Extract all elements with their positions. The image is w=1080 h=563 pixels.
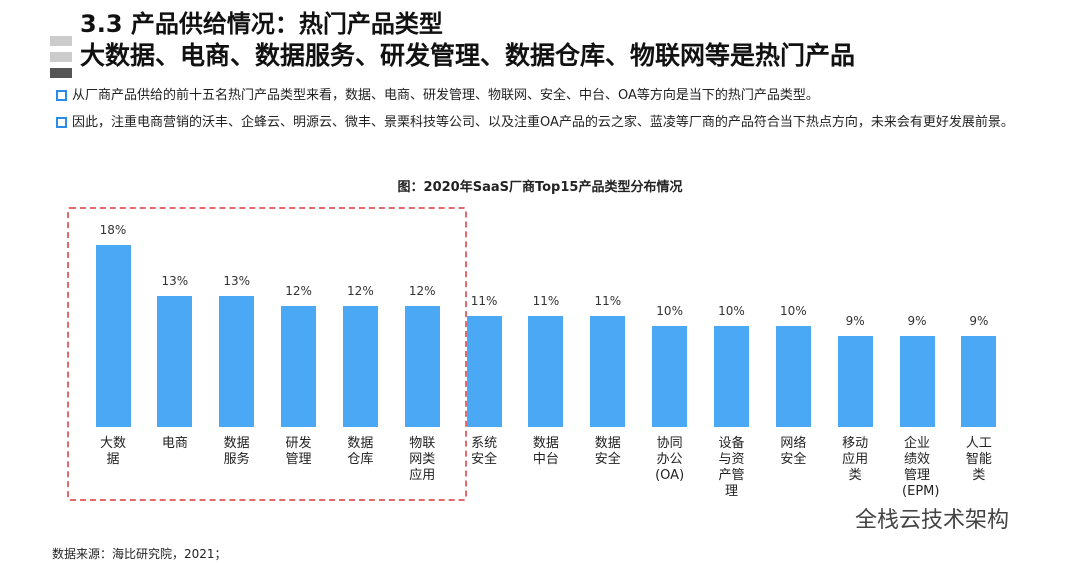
decoration xyxy=(50,52,72,62)
bar xyxy=(899,336,935,427)
value-label: 10% xyxy=(780,304,807,318)
value-label: 9% xyxy=(907,314,927,329)
x-tick-label: 电商 xyxy=(161,436,188,451)
decoration xyxy=(50,68,72,78)
x-tick-label: 数据仓库 xyxy=(347,436,374,467)
bar xyxy=(528,315,564,427)
value-label: 10% xyxy=(718,304,745,318)
bar xyxy=(219,295,255,427)
value-label: 18% xyxy=(99,223,127,238)
decoration xyxy=(50,36,72,46)
bar xyxy=(961,336,997,427)
bullet: 从厂商产品供给的前十五名热门产品类型来看，数据、电商、研发管理、物联网、安全、中… xyxy=(56,86,1032,105)
x-tick-label: 数据中台 xyxy=(532,436,559,467)
bar xyxy=(404,305,440,427)
value-label: 12% xyxy=(285,283,312,298)
value-label: 12% xyxy=(347,283,374,298)
watermark: 全栈云技术架构 xyxy=(855,508,1010,533)
value-label: 13% xyxy=(223,273,251,288)
bar xyxy=(342,305,378,427)
x-tick-label: 大数据 xyxy=(99,436,126,467)
bar xyxy=(95,245,131,427)
bar xyxy=(466,315,502,427)
source: 数据来源：海比研究院，2021； xyxy=(52,547,227,561)
x-tick-label: 数据安全 xyxy=(594,436,621,467)
x-tick-label: 网络安全 xyxy=(780,436,807,467)
bar xyxy=(775,326,811,427)
value-label: 13% xyxy=(161,273,189,288)
x-tick-label: 研发管理 xyxy=(285,436,312,467)
value-label: 9% xyxy=(969,314,989,329)
bar xyxy=(590,315,626,427)
value-label: 11% xyxy=(470,293,498,308)
value-label: 11% xyxy=(532,293,560,308)
title: 3.3 产品供给情况：热门产品类型 xyxy=(80,10,443,38)
value-label: 9% xyxy=(845,314,865,329)
x-tick-label: 人工智能类 xyxy=(965,436,992,483)
x-tick-label: 协同办公(OA) xyxy=(655,436,685,483)
value-label: 11% xyxy=(594,293,622,308)
subtitle: 大数据、电商、数据服务、研发管理、数据仓库、物联网等是热门产品 xyxy=(80,41,856,70)
bullet-text: 从厂商产品供给的前十五名热门产品类型来看，数据、电商、研发管理、物联网、安全、中… xyxy=(72,88,819,103)
bar xyxy=(281,305,317,427)
value-label: 10% xyxy=(656,304,683,318)
x-tick-label: 设备与资产管理 xyxy=(718,436,745,499)
bullet: 因此，注重电商营销的沃丰、企蜂云、明源云、微丰、景栗科技等公司、以及注重OA产品… xyxy=(56,113,1032,132)
x-tick-label: 系统安全 xyxy=(471,436,498,467)
x-tick-label: 物联网类应用 xyxy=(409,436,436,483)
bar xyxy=(157,295,193,427)
bar xyxy=(837,336,873,427)
bullet-text: 因此，注重电商营销的沃丰、企蜂云、明源云、微丰、景栗科技等公司、以及注重OA产品… xyxy=(72,115,1014,130)
highlight-box xyxy=(67,207,467,501)
bar xyxy=(714,326,749,427)
bar xyxy=(652,326,688,427)
x-tick-label: 移动应用类 xyxy=(842,436,869,483)
value-label: 12% xyxy=(408,283,436,298)
x-tick-label: 数据服务 xyxy=(223,436,250,467)
x-tick-label: 企业绩效管理(EPM) xyxy=(902,436,940,499)
chart-title: 图：2020年SaaS厂商Top15产品类型分布情况 xyxy=(397,180,683,195)
